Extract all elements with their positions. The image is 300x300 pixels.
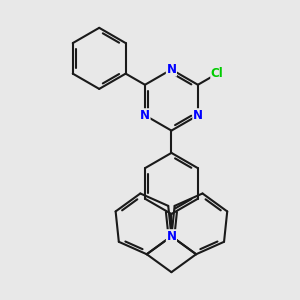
Text: N: N [140,109,150,122]
Text: N: N [167,230,176,243]
Text: N: N [193,109,203,122]
Text: Cl: Cl [211,67,224,80]
Text: N: N [167,63,176,76]
